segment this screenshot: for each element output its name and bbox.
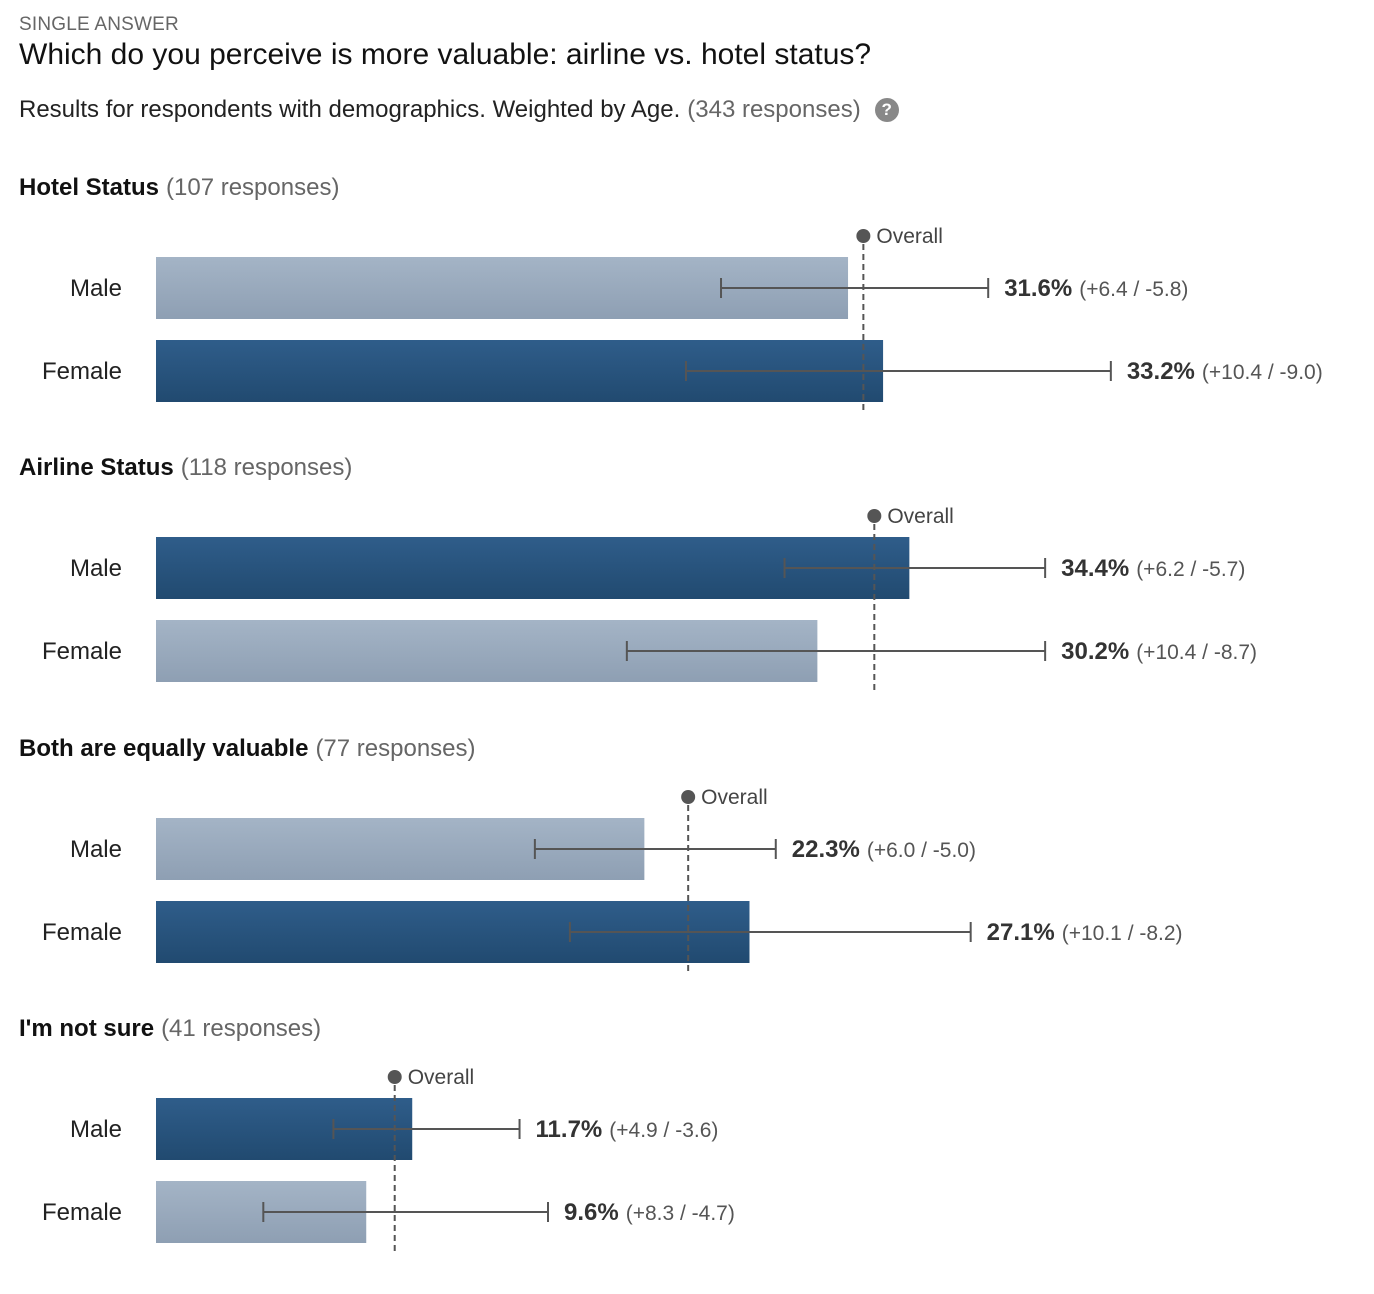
overall-label: Overall [876,225,943,248]
bar-value-label: 30.2% (+10.4 / -8.7) [1061,638,1257,665]
subtitle-text: Results for respondents with demographic… [19,96,681,123]
group-title: Both are equally valuable (77 responses) [19,735,476,762]
group-title: Hotel Status (107 responses) [19,174,339,201]
question-type-label: SINGLE ANSWER [19,14,179,35]
overall-dot-icon [856,229,871,243]
value-percent: 22.3% [792,836,860,863]
group-responses: (77 responses) [315,735,475,762]
bar-category-label: Female [42,638,122,665]
value-percent: 34.4% [1061,555,1129,582]
bar-category-label: Female [42,358,122,385]
answer-group: I'm not sure (41 responses) Male Female Over… [19,1015,735,1251]
overall-label: Overall [701,786,768,809]
confidence-interval: (+10.4 / -8.7) [1136,641,1257,664]
bar-category-label: Female [42,1199,122,1226]
confidence-interval: (+6.4 / -5.8) [1079,278,1188,301]
subtitle: Results for respondents with demographic… [19,96,899,124]
confidence-interval: (+6.2 / -5.7) [1136,558,1245,581]
bar-value-label: 34.4% (+6.2 / -5.7) [1061,555,1245,582]
group-name: Hotel Status [19,174,159,201]
bar-category-label: Male [70,1116,122,1143]
overall-label: Overall [408,1066,475,1089]
bar-category-label: Male [70,555,122,582]
confidence-interval: (+8.3 / -4.7) [626,1202,735,1225]
question-circle-icon[interactable]: ? [874,98,899,122]
group-responses: (107 responses) [166,174,339,201]
value-percent: 11.7% [536,1116,603,1143]
group-name: I'm not sure [19,1015,154,1042]
bar-value-label: 33.2% (+10.4 / -9.0) [1127,358,1323,385]
bar-value-label: 22.3% (+6.0 / -5.0) [792,836,976,863]
confidence-interval: (+4.9 / -3.6) [609,1119,718,1142]
answer-group: Both are equally valuable (77 responses) M… [19,735,1183,971]
page-title: Which do you perceive is more valuable: … [19,38,872,71]
answer-group: Airline Status (118 responses) Male Female O… [19,454,1257,690]
group-responses: (41 responses) [161,1015,321,1042]
confidence-interval: (+6.0 / -5.0) [867,839,976,862]
value-percent: 27.1% [987,919,1055,946]
bar-category-label: Male [70,836,122,863]
value-percent: 9.6% [564,1199,619,1226]
group-name: Both are equally valuable [19,735,308,762]
value-percent: 30.2% [1061,638,1129,665]
overall-dot-icon [681,790,696,804]
group-title: I'm not sure (41 responses) [19,1015,321,1042]
bar-category-label: Female [42,919,122,946]
overall-dot-icon [867,509,882,523]
subtitle-responses: (343 responses) [687,96,861,123]
overall-dot-icon [387,1070,402,1084]
group-title: Airline Status (118 responses) [19,454,352,481]
bar-category-label: Male [70,275,122,302]
bar-value-label: 11.7% (+4.9 / -3.6) [536,1116,719,1143]
group-name: Airline Status [19,454,174,481]
confidence-interval: (+10.1 / -8.2) [1062,922,1183,945]
bar-value-label: 31.6% (+6.4 / -5.8) [1004,275,1188,302]
value-percent: 33.2% [1127,358,1195,385]
confidence-interval: (+10.4 / -9.0) [1202,361,1323,384]
bar-value-label: 27.1% (+10.1 / -8.2) [987,919,1183,946]
answer-group: Hotel Status (107 responses) Male Female Ove… [19,174,1323,410]
value-percent: 31.6% [1004,275,1072,302]
group-responses: (118 responses) [181,454,353,481]
bar-value-label: 9.6% (+8.3 / -4.7) [564,1199,735,1226]
overall-label: Overall [887,505,954,528]
